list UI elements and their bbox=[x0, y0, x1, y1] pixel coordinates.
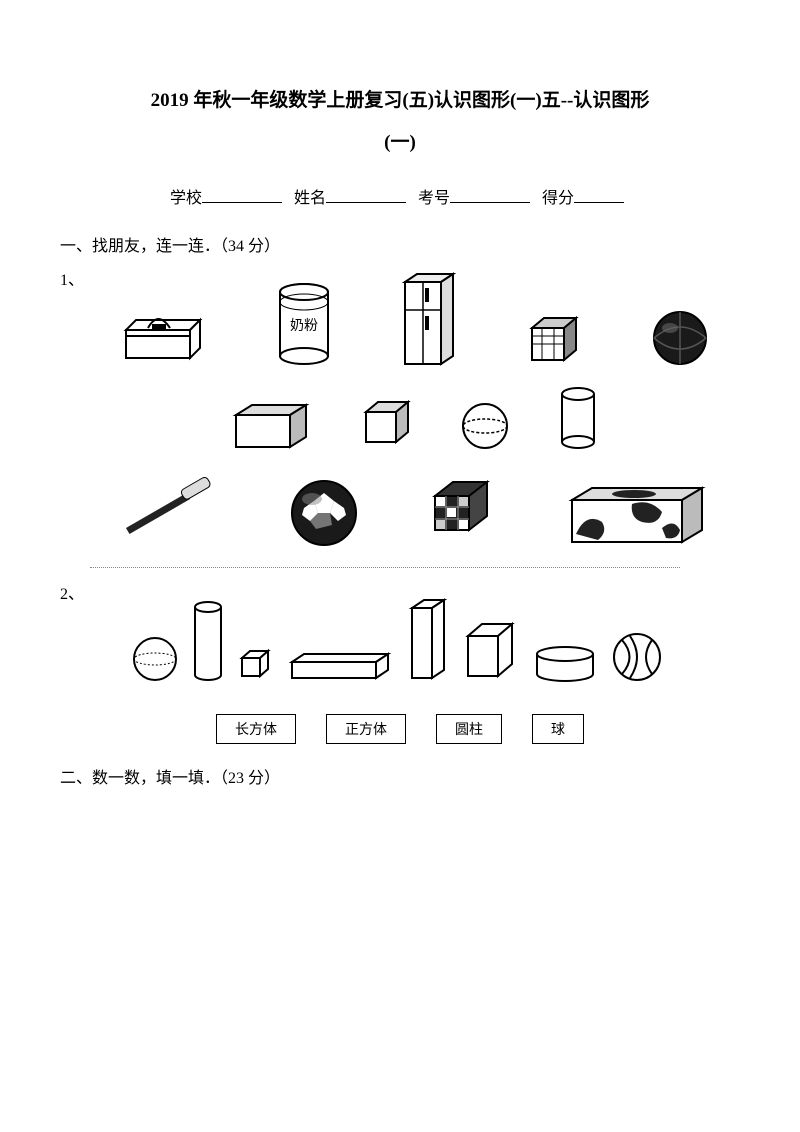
name-label: 姓名 bbox=[294, 190, 326, 207]
svg-text:奶粉: 奶粉 bbox=[290, 318, 318, 334]
q2-sphere-2-icon bbox=[610, 630, 664, 684]
basketball-icon bbox=[648, 306, 712, 370]
tissue-box-icon bbox=[562, 478, 712, 553]
cube-shape-icon bbox=[358, 394, 418, 454]
title-line-2: (一) bbox=[60, 122, 740, 164]
q2-cylinder-flat-icon bbox=[530, 644, 600, 684]
rubiks-cube-icon bbox=[421, 468, 506, 553]
soccer-ball-icon bbox=[284, 473, 364, 553]
q2-row-shapes bbox=[130, 594, 740, 684]
label-cylinder: 圆柱 bbox=[436, 714, 502, 744]
section-2-heading: 二、数一数，填一填．（23 分） bbox=[60, 764, 740, 788]
q2-cylinder-tall-icon bbox=[190, 599, 226, 684]
q2-label-row: 长方体 正方体 圆柱 球 bbox=[60, 714, 740, 744]
q2-cuboid-tall-icon bbox=[406, 594, 450, 684]
baton-icon bbox=[118, 473, 228, 553]
title-line-1: 2019 年秋一年级数学上册复习(五)认识图形(一)五--认识图形 bbox=[60, 80, 740, 122]
student-info-line: 学校 姓名 考号 得分 bbox=[60, 184, 740, 208]
milk-can-icon: 奶粉 bbox=[269, 280, 339, 370]
examno-label: 考号 bbox=[418, 190, 450, 207]
q1-row-objects-top: 奶粉 bbox=[90, 270, 740, 370]
divider bbox=[90, 567, 680, 568]
page-title: 2019 年秋一年级数学上册复习(五)认识图形(一)五--认识图形 (一) bbox=[60, 80, 740, 164]
score-label: 得分 bbox=[542, 190, 574, 207]
school-blank[interactable] bbox=[202, 189, 282, 203]
examno-blank[interactable] bbox=[450, 189, 530, 203]
label-cuboid: 长方体 bbox=[216, 714, 296, 744]
label-sphere: 球 bbox=[532, 714, 584, 744]
cylinder-shape-icon bbox=[553, 384, 603, 454]
label-cube: 正方体 bbox=[326, 714, 406, 744]
small-box-icon bbox=[522, 310, 592, 370]
q1-row-shapes bbox=[90, 384, 740, 454]
q2-cube-small-icon bbox=[236, 644, 276, 684]
sphere-shape-icon bbox=[458, 399, 513, 454]
fridge-icon bbox=[395, 270, 465, 370]
question-1: 1、 奶粉 bbox=[60, 266, 740, 553]
q2-cuboid-long-icon bbox=[286, 648, 396, 684]
q1-row-objects-bottom bbox=[90, 468, 740, 553]
cuboid-shape-icon bbox=[228, 399, 318, 454]
toolbox-icon bbox=[118, 300, 213, 370]
school-label: 学校 bbox=[170, 190, 202, 207]
q2-number: 2、 bbox=[60, 580, 80, 604]
section-1-heading: 一、找朋友，连一连．（34 分） bbox=[60, 232, 740, 256]
score-blank[interactable] bbox=[574, 189, 624, 203]
name-blank[interactable] bbox=[326, 189, 406, 203]
q1-number: 1、 bbox=[60, 266, 80, 290]
question-2: 2、 长方体 正方体 圆柱 球 bbox=[60, 580, 740, 744]
q2-cube-big-icon bbox=[460, 616, 520, 684]
q2-sphere-1-icon bbox=[130, 626, 180, 684]
